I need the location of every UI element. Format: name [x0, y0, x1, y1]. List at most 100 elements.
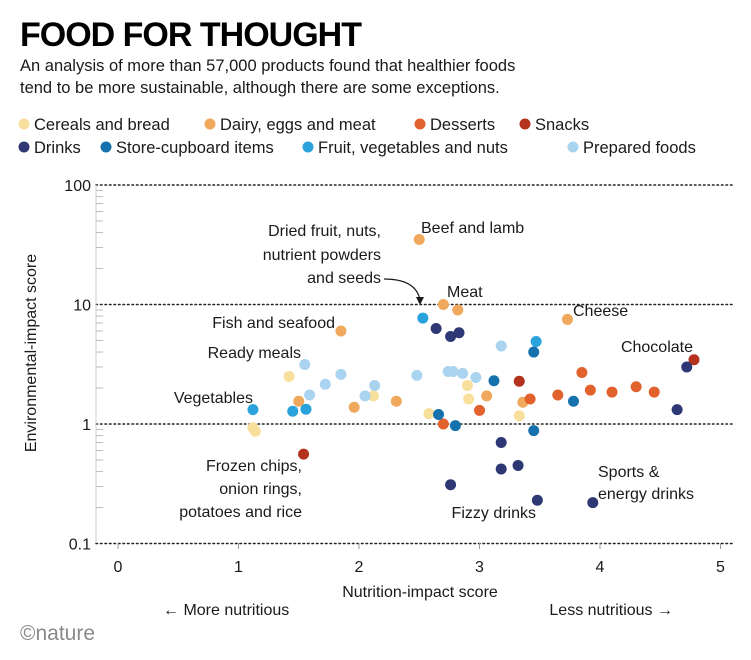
annotation-0: Beef and lamb	[421, 220, 524, 237]
point-series-1-2	[437, 299, 449, 310]
legend-swatch-6	[302, 141, 314, 153]
point-series-2-6	[606, 386, 618, 398]
legend-label-6: Fruit, vegetables and nuts	[318, 139, 508, 157]
point-series-6-2	[287, 405, 299, 417]
point-series-7-10	[470, 371, 482, 383]
legend-swatch-7	[567, 141, 579, 153]
point-series-6-4	[530, 336, 542, 348]
data-points	[247, 233, 700, 509]
chart-subtitle-line-1: An analysis of more than 57,000 products…	[20, 57, 515, 75]
point-series-2-8	[648, 386, 660, 398]
annotation-3: and seeds	[307, 270, 381, 287]
point-series-1-1	[335, 325, 347, 337]
point-series-4-5	[512, 459, 524, 471]
annotation-14: Sports &	[598, 464, 660, 481]
point-series-1-0	[413, 233, 425, 245]
point-series-7-3	[335, 368, 347, 380]
grid: 0.1 1 10 100	[64, 178, 736, 554]
point-series-1-4	[561, 313, 573, 325]
point-series-5-1	[449, 420, 461, 432]
legend-label-3: Snacks	[535, 116, 589, 134]
x-tick-label-3: 3	[475, 559, 484, 576]
legend: Cereals and bread Dairy, eggs and meat Des…	[18, 116, 696, 157]
point-series-0-7	[367, 390, 379, 402]
nature-logo: ©nature	[20, 622, 95, 645]
point-series-3-2	[688, 354, 700, 366]
legend-label-7: Prepared foods	[583, 139, 696, 157]
point-series-4-7	[531, 494, 543, 506]
point-series-0-2	[283, 370, 295, 382]
point-series-6-3	[300, 403, 312, 415]
point-series-4-2	[453, 327, 465, 339]
more-nutritious-label: ← More nutritious	[163, 602, 289, 619]
point-series-7-0	[299, 358, 311, 370]
point-series-4-9	[671, 404, 683, 416]
point-series-0-5	[463, 393, 475, 405]
point-series-3-0	[298, 448, 310, 460]
point-series-5-2	[488, 375, 500, 387]
legend-swatch-3	[519, 118, 531, 130]
legend-label-1: Dairy, eggs and meat	[220, 116, 376, 134]
y-axis-label: Environmental-impact score	[23, 254, 40, 452]
point-series-7-5	[369, 379, 381, 391]
point-series-4-0	[430, 322, 442, 334]
point-series-4-8	[587, 497, 599, 509]
point-series-6-1	[247, 404, 259, 416]
annotations: Beef and lamb Dried fruit, nuts, nutrient …	[174, 220, 694, 522]
point-series-7-11	[495, 340, 507, 352]
point-series-0-3	[423, 408, 435, 420]
point-series-4-3	[495, 437, 507, 449]
point-series-1-6	[348, 401, 360, 413]
point-series-7-8	[447, 365, 459, 377]
annotation-10: Frozen chips,	[206, 458, 302, 475]
axes: 0 1 2 3 4 5	[95, 185, 725, 576]
chart-subtitle-line-2: tend to be more sustainable, although th…	[20, 79, 500, 97]
point-series-2-5	[584, 384, 596, 396]
annotation-4: Meat	[447, 284, 483, 301]
x-axis-label: Nutrition-impact score	[342, 584, 498, 601]
point-series-2-4	[576, 366, 588, 378]
legend-swatch-1	[204, 118, 216, 130]
annotation-2: nutrient powders	[263, 247, 381, 264]
point-series-2-7	[630, 381, 642, 393]
less-nutritious-label: Less nutritious →	[549, 602, 673, 619]
annotation-12: potatoes and rice	[179, 504, 302, 521]
point-series-1-5	[293, 395, 305, 407]
point-series-4-1	[445, 330, 457, 342]
point-series-2-0	[437, 418, 449, 430]
point-series-1-3	[452, 304, 464, 316]
point-series-2-1	[474, 404, 485, 416]
point-series-1-8	[481, 390, 493, 402]
legend-label-5: Store-cupboard items	[116, 139, 274, 157]
y-tick-label-0: 0.1	[69, 537, 91, 554]
annotation-1: Dried fruit, nuts,	[268, 223, 381, 240]
legend-swatch-5	[100, 141, 112, 153]
x-tick-label-4: 4	[596, 559, 605, 576]
point-series-4-4	[495, 463, 507, 475]
legend-label-2: Desserts	[430, 116, 495, 134]
legend-label-4: Drinks	[34, 139, 81, 157]
y-tick-label-3: 100	[64, 178, 91, 195]
annotation-8: Chocolate	[621, 339, 693, 356]
point-series-0-4	[461, 379, 473, 391]
y-tick-label-1: 1	[82, 417, 91, 434]
point-series-7-6	[411, 369, 423, 381]
point-series-1-7	[390, 395, 402, 407]
annotation-11: onion rings,	[219, 481, 302, 498]
y-tick-label-2: 10	[73, 298, 91, 315]
annotation-leader-line	[383, 278, 421, 301]
annotation-9: Vegetables	[174, 390, 253, 407]
point-series-6-0	[417, 312, 429, 324]
point-series-4-10	[681, 361, 693, 373]
point-series-5-3	[528, 346, 540, 358]
x-tick-label-2: 2	[355, 559, 364, 576]
point-series-5-4	[528, 425, 540, 437]
chart-title: FOOD FOR THOUGHT	[20, 16, 362, 54]
point-series-5-0	[433, 409, 445, 421]
annotation-13: Fizzy drinks	[452, 505, 536, 522]
legend-swatch-2	[414, 118, 426, 130]
annotation-5: Cheese	[573, 303, 628, 320]
point-series-5-5	[567, 395, 579, 407]
annotation-15: energy drinks	[598, 486, 694, 503]
